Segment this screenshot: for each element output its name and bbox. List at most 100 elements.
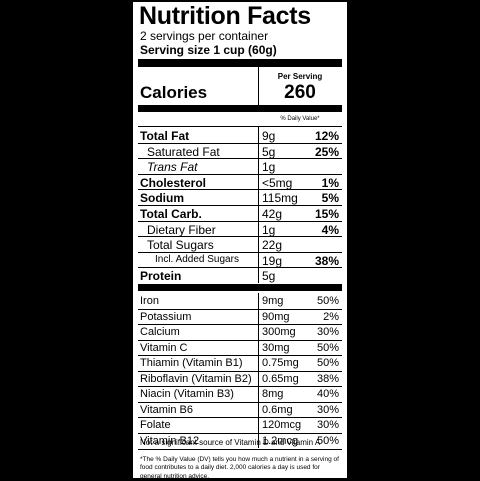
vitamin-dv: 30%: [316, 326, 339, 338]
rule: [138, 324, 342, 325]
rule: [138, 142, 342, 144]
rule: [138, 401, 342, 403]
nutrient-dv: 38%: [314, 253, 339, 268]
vitamin-amount: 0.65mg: [262, 372, 299, 385]
vitamin-amount: 1.2mcg: [262, 434, 299, 447]
thick-rule: [138, 59, 342, 67]
divider: [258, 251, 259, 268]
vitamin-amount: 90mg: [262, 310, 290, 323]
rule: [138, 205, 342, 206]
vitamin-name: Potassium: [140, 310, 192, 323]
rule: [138, 126, 342, 127]
divider: [258, 432, 259, 448]
nutrient-amount: 1g: [262, 222, 276, 237]
rule: [138, 386, 342, 387]
nutrient-name: Dietary Fiber: [147, 222, 216, 237]
vitamin-amount: 300mg: [262, 326, 296, 338]
vitamin-amount: 9mg: [262, 295, 284, 307]
serving-size: Serving size 1 cup (60g): [140, 43, 277, 57]
divider: [258, 67, 259, 105]
divider: [258, 324, 259, 340]
vitamin-amount: 120mcg: [262, 419, 302, 431]
vitamin-name: Riboflavin (Vitamin B2): [140, 372, 252, 385]
divider: [258, 370, 259, 386]
nutrient-dv: 15%: [314, 207, 339, 221]
vitamin-name: Vitamin B12: [140, 434, 200, 447]
nutrient-dv: 12%: [314, 129, 339, 143]
vitamin-name: Niacin (Vitamin B3): [140, 388, 234, 400]
servings: 2 servings per container: [140, 29, 269, 43]
vitamin-name: Thiamin (Vitamin B1): [140, 357, 243, 369]
divider: [258, 355, 259, 371]
nutrient-name: Total Sugars: [147, 238, 214, 253]
nutrient-dv: 25%: [314, 144, 339, 159]
nutrient-name: Incl. Added Sugars: [155, 253, 239, 265]
nutrient-amount: 22g: [262, 238, 283, 253]
nutrient-name: Trans Fat: [147, 160, 198, 175]
rule: [138, 417, 342, 418]
rule: [138, 158, 342, 160]
nutrient-amount: 115mg: [262, 191, 298, 206]
rule: [138, 189, 342, 191]
nutrient-amount: 19g: [262, 253, 283, 268]
thick-rule: [138, 284, 342, 291]
rule: [138, 355, 342, 356]
nutrient-dv: 4%: [321, 222, 339, 237]
rule: [138, 251, 342, 253]
nutrient-name: Protein: [140, 269, 182, 284]
vitamin-dv: 38%: [316, 372, 339, 385]
divider: [258, 236, 259, 252]
vitamin-dv: 30%: [316, 403, 339, 416]
rule: [138, 339, 342, 341]
vitamin-dv: 50%: [316, 295, 339, 307]
divider: [258, 142, 259, 159]
nutrient-amount: 5g: [262, 144, 276, 159]
vitamin-name: Iron: [140, 295, 159, 307]
calories-label: Calories: [140, 83, 208, 102]
vitamin-amount: 8mg: [262, 388, 284, 400]
nutrient-amount: 5g: [262, 269, 276, 284]
thick-rule: [138, 105, 342, 112]
vitamin-name: Calcium: [140, 326, 180, 338]
divider: [258, 189, 259, 205]
divider: [258, 308, 259, 324]
rule: [138, 449, 342, 450]
divider: [258, 205, 259, 221]
vitamin-amount: 30mg: [262, 341, 290, 354]
divider: [258, 173, 259, 190]
nutrient-name: Cholesterol: [140, 175, 207, 190]
nutrient-name: Total Carb.: [140, 207, 202, 221]
per-serving-label: Per Serving: [277, 72, 323, 81]
vitamin-name: Folate: [140, 419, 171, 431]
divider: [258, 127, 259, 143]
nutrient-dv: 5%: [321, 191, 339, 206]
footnote: *The % Daily Value (DV) tells you how mu…: [140, 456, 339, 480]
rule: [138, 236, 342, 238]
vitamin-amount: 0.6mg: [262, 403, 293, 416]
nutrient-amount: 42g: [262, 207, 283, 221]
divider: [258, 158, 259, 174]
divider: [258, 220, 259, 237]
divider: [258, 267, 259, 283]
vitamin-name: Vitamin B6: [140, 403, 193, 416]
nutrient-dv: 1%: [321, 175, 339, 190]
divider: [258, 386, 259, 402]
note: Not a significant source of Vitamin D an…: [140, 438, 321, 447]
nutrient-name: Saturated Fat: [147, 144, 220, 159]
divider: [258, 401, 259, 417]
vitamin-dv: 40%: [316, 388, 339, 400]
nutrient-amount: <5mg: [262, 175, 293, 190]
nutrient-amount: 1g: [262, 160, 276, 175]
vitamin-name: Vitamin C: [140, 341, 188, 354]
rule: [138, 220, 342, 222]
rule: [138, 267, 342, 269]
rule: [138, 370, 342, 372]
vitamin-dv: 50%: [316, 341, 339, 354]
nutrient-name: Sodium: [140, 191, 184, 206]
rule: [138, 173, 342, 175]
vitamin-dv: 50%: [316, 434, 339, 447]
rule: [138, 432, 342, 434]
vitamin-dv: 30%: [316, 419, 339, 431]
rule: [138, 308, 342, 310]
